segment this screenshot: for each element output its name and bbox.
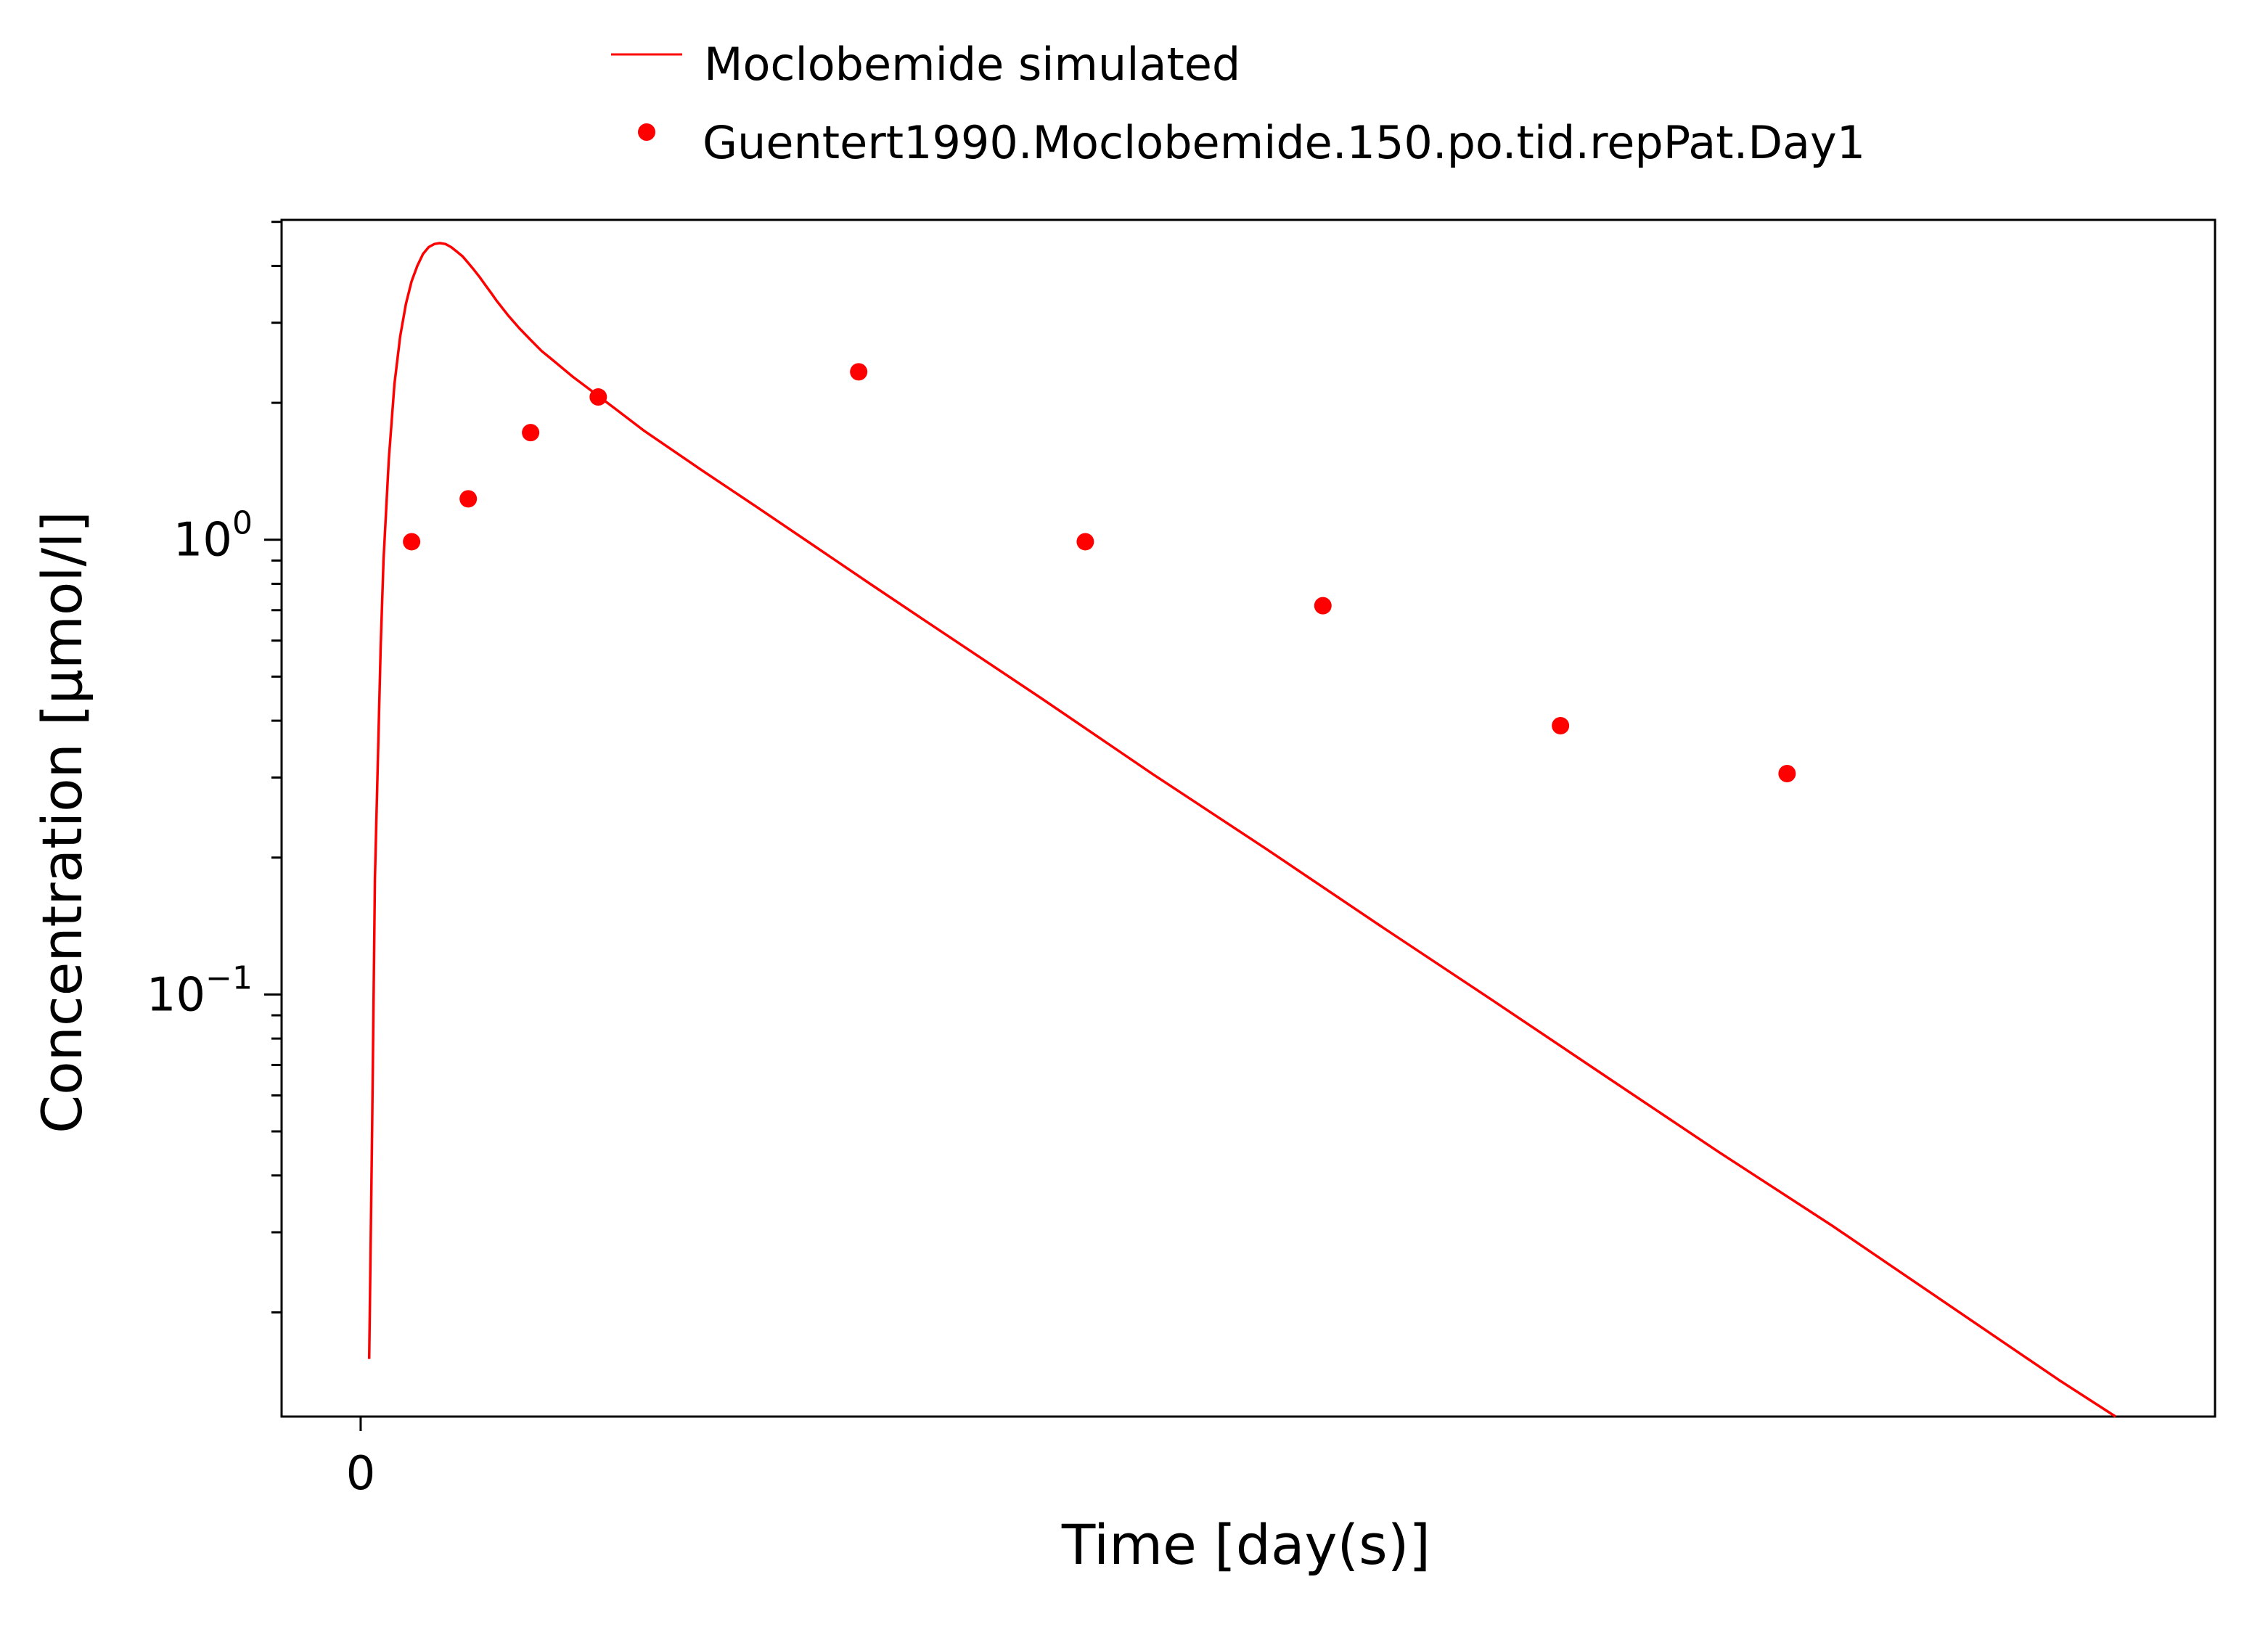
- y-tick-label: 100: [173, 505, 253, 567]
- y-axis-ticks: [264, 221, 282, 1314]
- legend-label-simulated: Moclobemide simulated: [704, 38, 1240, 91]
- x-axis-tick-labels: 0: [346, 1447, 376, 1501]
- simulated-line: [367, 242, 2116, 1418]
- series-layer: [367, 242, 2116, 1418]
- y-tick-label: 10−1: [147, 959, 253, 1022]
- observed-data-point: [522, 424, 540, 442]
- observed-data-point: [589, 388, 607, 406]
- observed-data-point: [1314, 597, 1332, 615]
- observed-data-point: [1778, 765, 1796, 783]
- y-axis-tick-labels: 100 10−1: [147, 505, 253, 1023]
- x-axis-label: Time [day(s)]: [1061, 1512, 1430, 1577]
- observed-data-point: [1552, 716, 1570, 734]
- observed-data-point: [1076, 533, 1094, 551]
- y-axis-label: Concentration [µmol/l]: [30, 511, 94, 1134]
- observed-data-point: [403, 533, 421, 551]
- observed-data-point: [459, 490, 478, 508]
- legend-label-observed: Guentert1990.Moclobemide.150.po.tid.repP…: [703, 116, 1865, 169]
- legend: Moclobemide simulated Guentert1990.Moclo…: [611, 38, 1865, 169]
- legend-marker-swatch: [638, 123, 655, 141]
- observed-data-point: [850, 363, 868, 381]
- plot-area-frame: [280, 218, 2216, 1418]
- x-tick-label: 0: [346, 1447, 376, 1501]
